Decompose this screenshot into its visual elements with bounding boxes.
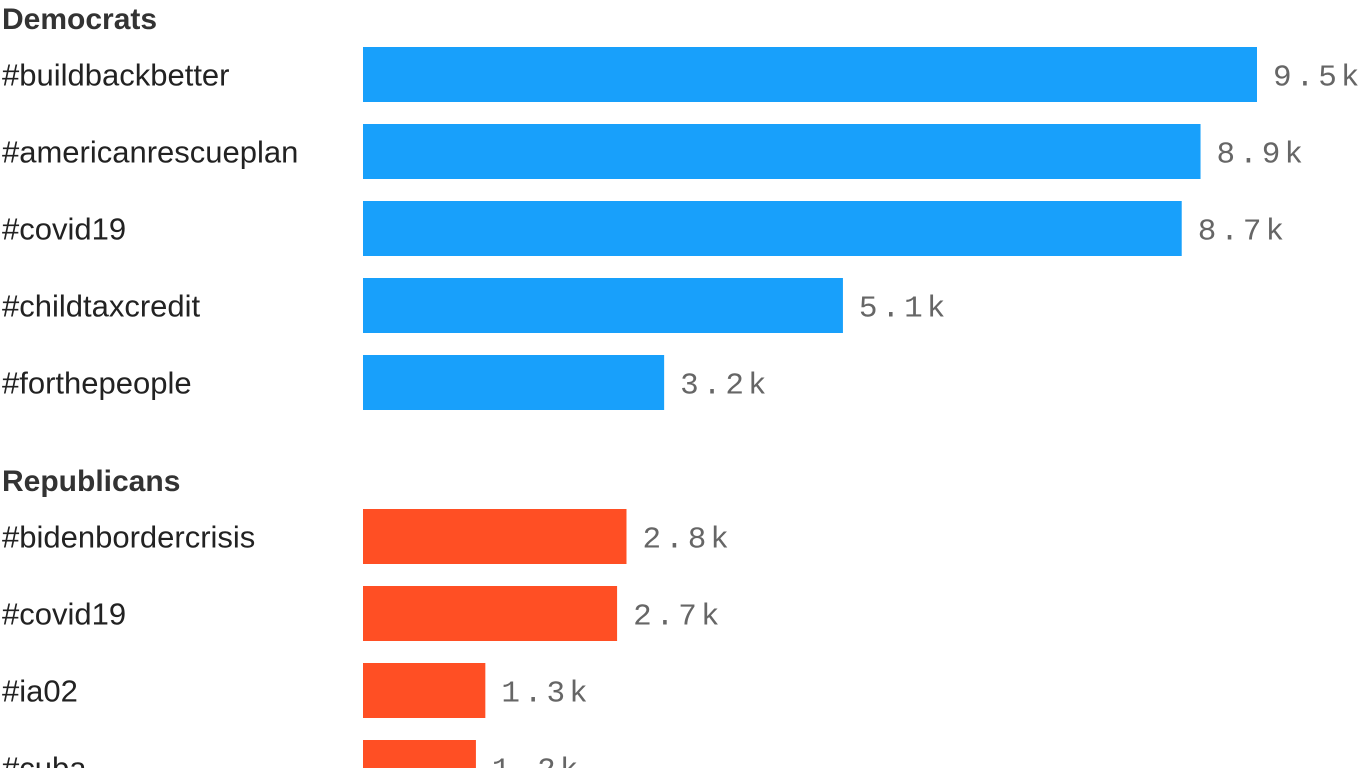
category-label: #americanrescueplan (2, 135, 298, 170)
value-label: 8.9k (1217, 138, 1307, 173)
value-label: 1.2k (492, 754, 582, 768)
category-label: #covid19 (2, 212, 126, 247)
value-label: 8.7k (1198, 215, 1288, 250)
bar (363, 509, 627, 564)
value-label: 2.8k (642, 523, 732, 558)
bar (363, 124, 1201, 179)
category-label: #ia02 (2, 674, 78, 709)
value-label: 1.3k (501, 677, 591, 712)
bar (363, 201, 1182, 256)
value-label: 9.5k (1273, 61, 1363, 96)
category-label: #cuba (2, 751, 87, 768)
category-label: #bidenbordercrisis (2, 520, 255, 555)
category-label: #childtaxcredit (2, 289, 201, 324)
category-label: #forthepeople (2, 366, 192, 401)
value-label: 2.7k (633, 600, 723, 635)
category-label: #buildbackbetter (2, 58, 230, 93)
bar (363, 47, 1257, 102)
bar (363, 278, 843, 333)
value-label: 3.2k (680, 369, 770, 404)
bar (363, 663, 486, 718)
bar-group-republicans: Republicans #bidenbordercrisis 2.8k #covid1… (2, 465, 732, 768)
value-label: 5.1k (859, 292, 949, 327)
bar (363, 586, 618, 641)
category-label: #covid19 (2, 597, 126, 632)
group-title: Republicans (2, 465, 180, 498)
group-title: Democrats (2, 3, 157, 36)
bar-group-democrats: Democrats #buildbackbetter 9.5k #americanre… (2, 3, 1363, 410)
bar (363, 355, 665, 410)
bar (363, 740, 476, 768)
